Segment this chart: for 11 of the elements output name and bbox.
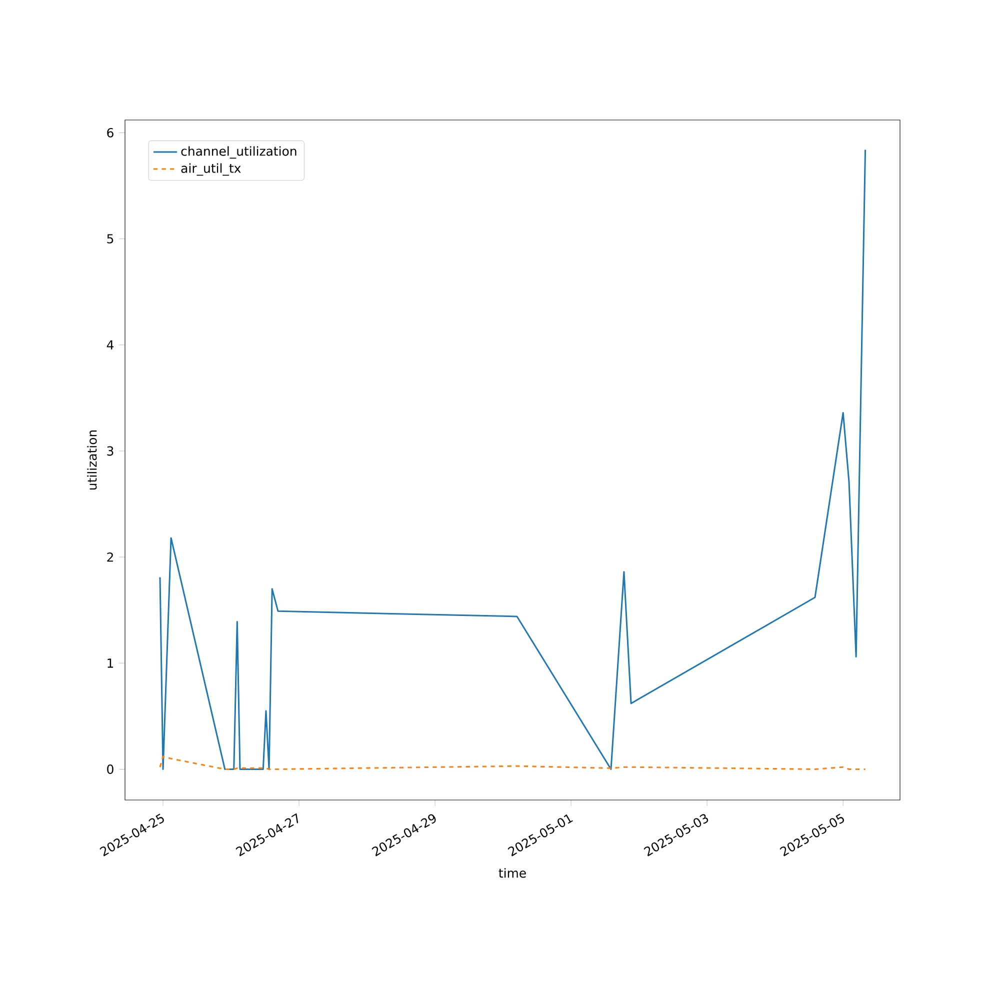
y-tick-label: 5: [107, 234, 114, 244]
x-axis-title: time: [498, 868, 526, 878]
y-tick-label: 4: [106, 340, 114, 350]
y-tick-label: 0: [107, 764, 114, 774]
y-tick-label: 3: [107, 446, 114, 456]
legend-label: air_util_tx: [181, 163, 241, 176]
y-tick-label: 6: [107, 128, 114, 138]
y-tick-label: 2: [107, 552, 113, 562]
y-axis-title: utilization: [87, 430, 97, 490]
y-tick-label: 1: [108, 658, 114, 668]
legend-label: channel_utilization: [181, 146, 296, 159]
